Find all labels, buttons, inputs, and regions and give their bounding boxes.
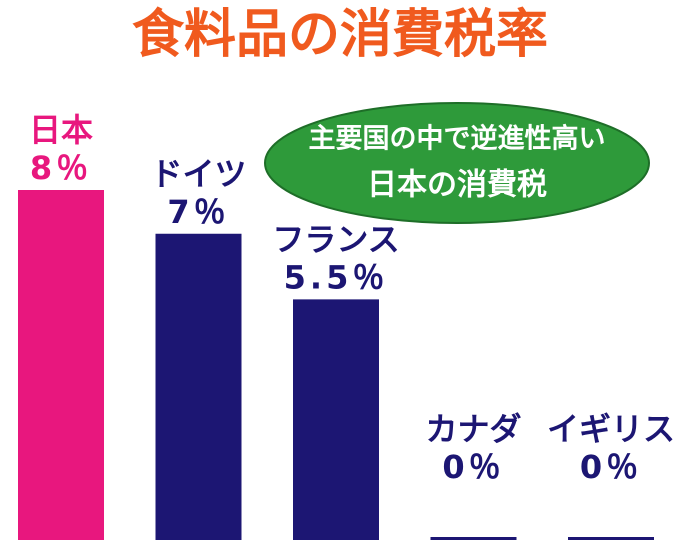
annotation: 主要国の中で逆進性高い bbox=[309, 123, 606, 155]
bar bbox=[18, 190, 104, 540]
value-label: 0％ bbox=[442, 448, 504, 486]
bar bbox=[430, 537, 517, 540]
bar bbox=[568, 537, 654, 540]
category-label: カナダ bbox=[425, 410, 521, 448]
annotation-bubble bbox=[264, 102, 650, 224]
value-label: 8％ bbox=[30, 149, 92, 187]
category-label: 日本 bbox=[29, 111, 93, 149]
category-label: フランス bbox=[272, 220, 399, 258]
bar bbox=[155, 233, 242, 540]
category-label: イギリス bbox=[547, 410, 675, 448]
value-label: 7％ bbox=[167, 193, 229, 231]
category-label: ドイツ bbox=[150, 155, 246, 193]
annotation: 日本の消費税 bbox=[367, 168, 547, 203]
value-label: 0％ bbox=[580, 448, 642, 486]
value-label: 5.5％ bbox=[284, 258, 389, 296]
chart-title: 食料品の消費税率 bbox=[132, 5, 548, 65]
bar bbox=[293, 299, 379, 540]
